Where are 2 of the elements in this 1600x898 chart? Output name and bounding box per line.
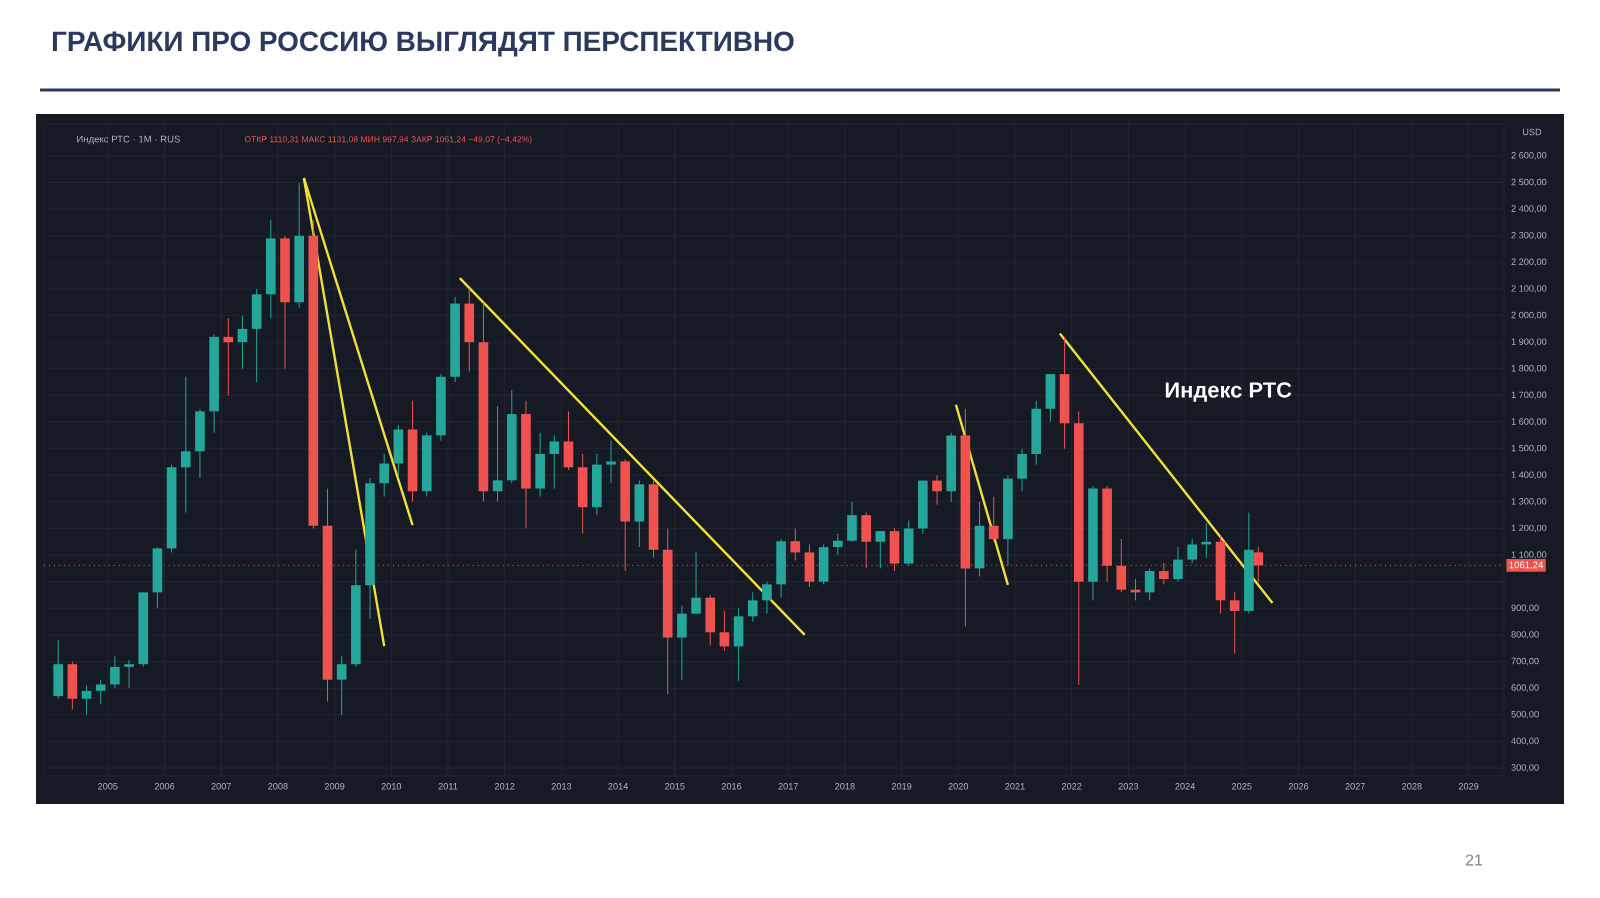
chart-title: ГРАФИКИ ПРО РОССИЮ ВЫГЛЯДЯТ ПЕРСПЕКТИВНО	[52, 31, 794, 57]
annotation: Индекс РТС	[1165, 382, 1292, 402]
